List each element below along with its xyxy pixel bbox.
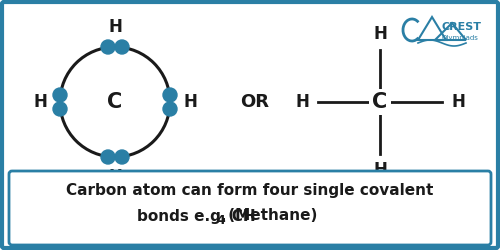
Text: 4: 4 (216, 214, 225, 226)
Text: CREST: CREST (442, 22, 482, 32)
Text: H: H (108, 168, 122, 186)
FancyBboxPatch shape (9, 171, 491, 245)
Text: C: C (372, 92, 388, 112)
Circle shape (163, 102, 177, 116)
Circle shape (115, 150, 129, 164)
Text: H: H (295, 93, 309, 111)
Text: H: H (373, 25, 387, 43)
Circle shape (101, 40, 115, 54)
Circle shape (115, 40, 129, 54)
Text: H: H (373, 161, 387, 179)
FancyBboxPatch shape (2, 2, 498, 248)
Text: Carbon atom can form four single covalent: Carbon atom can form four single covalen… (66, 182, 434, 198)
Text: H: H (451, 93, 465, 111)
Circle shape (53, 102, 67, 116)
Text: H: H (108, 18, 122, 36)
Text: (Methane): (Methane) (224, 208, 318, 224)
Circle shape (101, 150, 115, 164)
Text: H: H (33, 93, 47, 111)
Text: bonds e.g. CH: bonds e.g. CH (137, 208, 256, 224)
Circle shape (163, 88, 177, 102)
Text: OR: OR (240, 93, 270, 111)
Text: Olympiads: Olympiads (442, 35, 479, 41)
Text: H: H (183, 93, 197, 111)
Circle shape (53, 88, 67, 102)
Text: C: C (108, 92, 122, 112)
